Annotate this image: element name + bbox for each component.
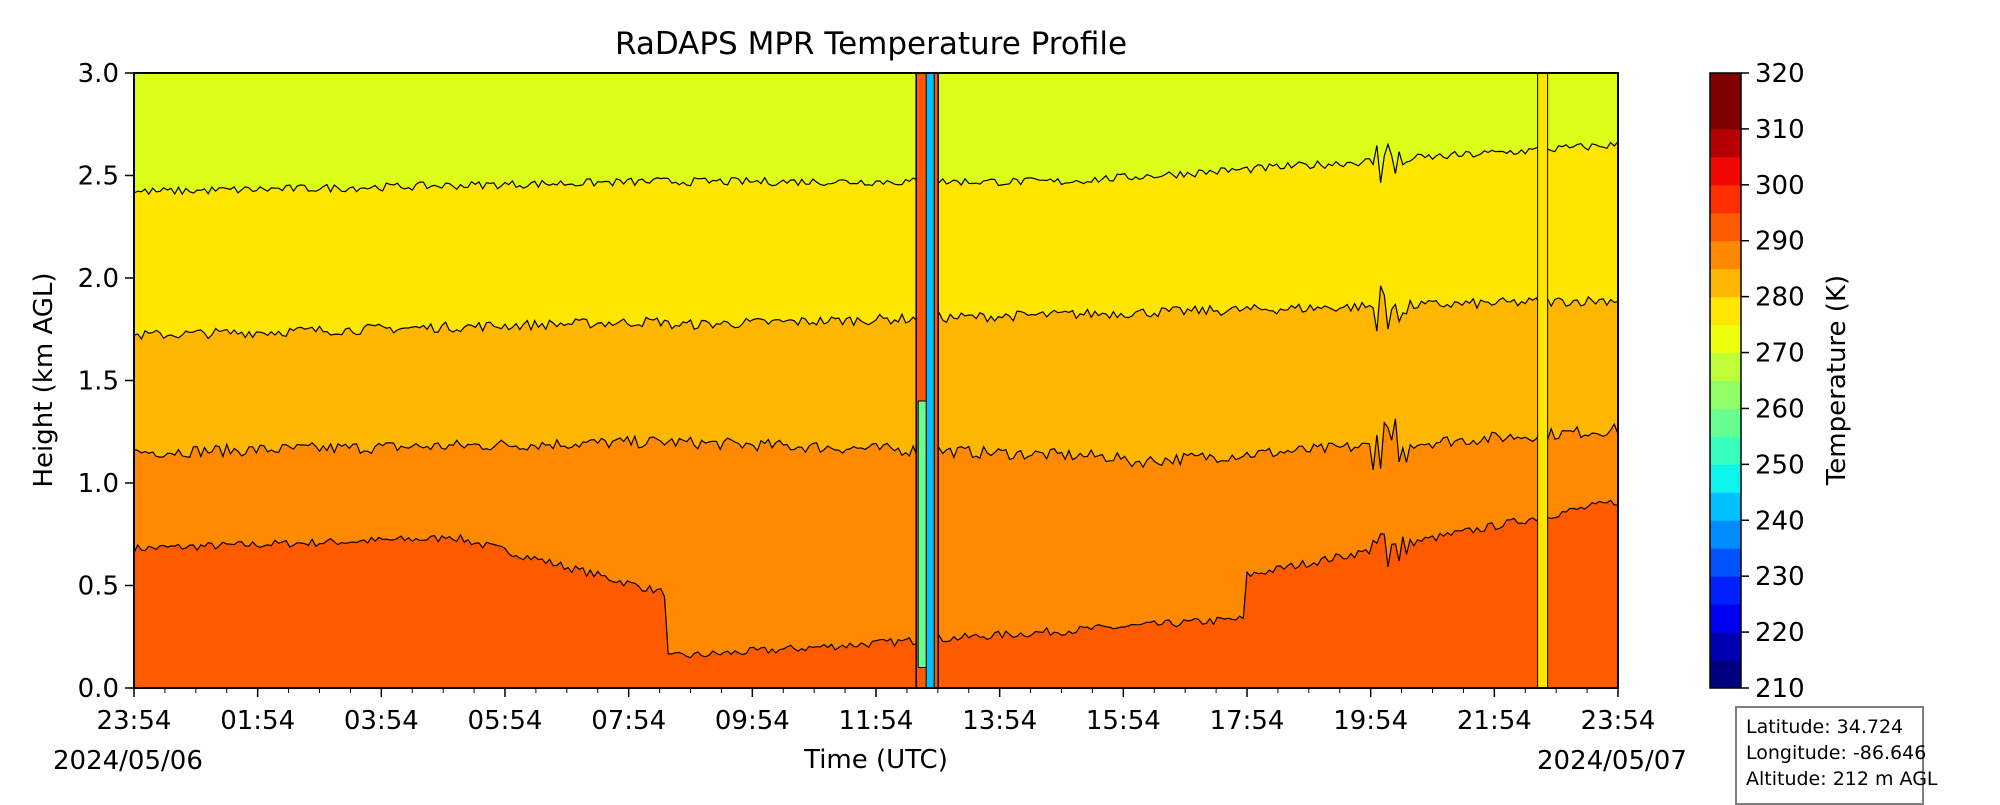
colorbar-swatch bbox=[1710, 408, 1741, 437]
contour-line bbox=[133, 285, 1619, 341]
y-tick-label: 3.0 bbox=[78, 59, 119, 89]
station-info-box: Latitude: 34.724 Longitude: -86.646 Alti… bbox=[1735, 706, 1938, 805]
y-tick-label: 0.5 bbox=[78, 572, 119, 602]
anomaly-column-yellow bbox=[1537, 72, 1549, 689]
colorbar-swatch bbox=[1710, 464, 1741, 493]
colorbar-tick-label: 320 bbox=[1755, 59, 1805, 89]
colorbar-tick-label: 250 bbox=[1755, 450, 1805, 480]
colorbar-swatch bbox=[1710, 660, 1741, 689]
x-tick-label: 11:54 bbox=[839, 706, 914, 736]
colorbar-tick-label: 290 bbox=[1755, 227, 1805, 257]
colorbar-swatch bbox=[1710, 212, 1741, 242]
x-end-date: 2024/05/07 bbox=[1537, 746, 1687, 776]
x-tick-label: 15:54 bbox=[1086, 706, 1161, 736]
colorbar-swatch bbox=[1710, 156, 1741, 186]
x-axis-label: Time (UTC) bbox=[803, 745, 948, 775]
colorbar-ticks: 210 220 230 240 250 260 270 280 290 300 310 320 bbox=[1741, 59, 1805, 704]
contour-line bbox=[133, 418, 1619, 470]
colorbar-swatch bbox=[1710, 100, 1741, 130]
anomaly-column-green bbox=[917, 400, 927, 668]
colorbar-swatch bbox=[1710, 324, 1741, 354]
colorbar-tick-label: 220 bbox=[1755, 618, 1805, 648]
x-tick-label: 07:54 bbox=[591, 706, 666, 736]
altitude-text: Altitude: 212 m AGL bbox=[1746, 768, 1938, 790]
colorbar-swatch bbox=[1710, 296, 1741, 326]
y-axis: 0.0 0.5 1.0 1.5 2.0 2.5 3.0 bbox=[78, 59, 134, 704]
colorbar-swatch bbox=[1710, 128, 1741, 158]
contour-bands bbox=[134, 141, 1618, 688]
x-tick-label: 01:54 bbox=[220, 706, 295, 736]
colorbar-label: Temperature (K) bbox=[1822, 275, 1852, 486]
x-tick-label: 03:54 bbox=[344, 706, 419, 736]
colorbar-swatches bbox=[1710, 73, 1741, 689]
colorbar-tick-label: 230 bbox=[1755, 562, 1805, 592]
x-tick-label: 05:54 bbox=[468, 706, 543, 736]
colorbar-tick-label: 300 bbox=[1755, 171, 1805, 201]
colorbar-tick-label: 310 bbox=[1755, 115, 1805, 145]
colorbar-swatch bbox=[1710, 520, 1741, 549]
y-tick-label: 1.0 bbox=[78, 469, 119, 499]
colorbar-tick-label: 240 bbox=[1755, 506, 1805, 536]
colorbar-swatch bbox=[1710, 240, 1741, 270]
anomaly-column-blue bbox=[925, 72, 935, 689]
y-axis-label: Height (km AGL) bbox=[29, 272, 59, 487]
colorbar-swatch bbox=[1710, 73, 1741, 102]
y-tick-label: 2.5 bbox=[78, 162, 119, 192]
y-tick-label: 1.5 bbox=[78, 367, 119, 397]
colorbar-swatch bbox=[1710, 184, 1741, 214]
colorbar-swatch bbox=[1710, 548, 1741, 577]
x-tick-label: 23:54 bbox=[1581, 706, 1656, 736]
x-tick-label: 19:54 bbox=[1333, 706, 1408, 736]
latitude-text: Latitude: 34.724 bbox=[1746, 716, 1904, 738]
x-tick-label: 21:54 bbox=[1457, 706, 1532, 736]
contour-line bbox=[133, 499, 1619, 659]
colorbar-swatch bbox=[1710, 352, 1741, 381]
x-tick-label: 17:54 bbox=[1210, 706, 1285, 736]
longitude-text: Longitude: -86.646 bbox=[1746, 742, 1927, 764]
plot-area bbox=[133, 72, 1619, 689]
colorbar-tick-label: 260 bbox=[1755, 394, 1805, 424]
x-start-date: 2024/05/06 bbox=[53, 746, 203, 776]
band-295-300 bbox=[134, 500, 1618, 688]
y-tick-label: 0.0 bbox=[78, 674, 119, 704]
contour-line bbox=[133, 141, 1619, 196]
contour-lines bbox=[133, 141, 1619, 659]
x-tick-label: 23:54 bbox=[97, 706, 172, 736]
colorbar-tick-label: 270 bbox=[1755, 339, 1805, 369]
colorbar-swatch bbox=[1710, 436, 1741, 465]
y-tick-label: 2.0 bbox=[78, 264, 119, 294]
colorbar-swatch bbox=[1710, 632, 1741, 661]
colorbar: 210 220 230 240 250 260 270 280 290 300 310 320 Tem… bbox=[1709, 59, 1852, 704]
colorbar-swatch bbox=[1710, 268, 1741, 298]
colorbar-tick-label: 210 bbox=[1755, 674, 1805, 704]
colorbar-swatch bbox=[1710, 380, 1741, 409]
colorbar-tick-label: 280 bbox=[1755, 283, 1805, 313]
colorbar-frame bbox=[1709, 72, 1742, 689]
x-tick-label: 13:54 bbox=[962, 706, 1037, 736]
chart-title: RaDAPS MPR Temperature Profile bbox=[615, 26, 1127, 62]
x-tick-label: 09:54 bbox=[715, 706, 790, 736]
colorbar-swatch bbox=[1710, 604, 1741, 633]
colorbar-swatch bbox=[1710, 492, 1741, 521]
missing-data-columns bbox=[915, 72, 1549, 689]
colorbar-swatch bbox=[1710, 576, 1741, 605]
x-axis: 23:54 01:54 03:54 05:54 07:54 09:54 11:54 13:54… bbox=[97, 688, 1656, 736]
